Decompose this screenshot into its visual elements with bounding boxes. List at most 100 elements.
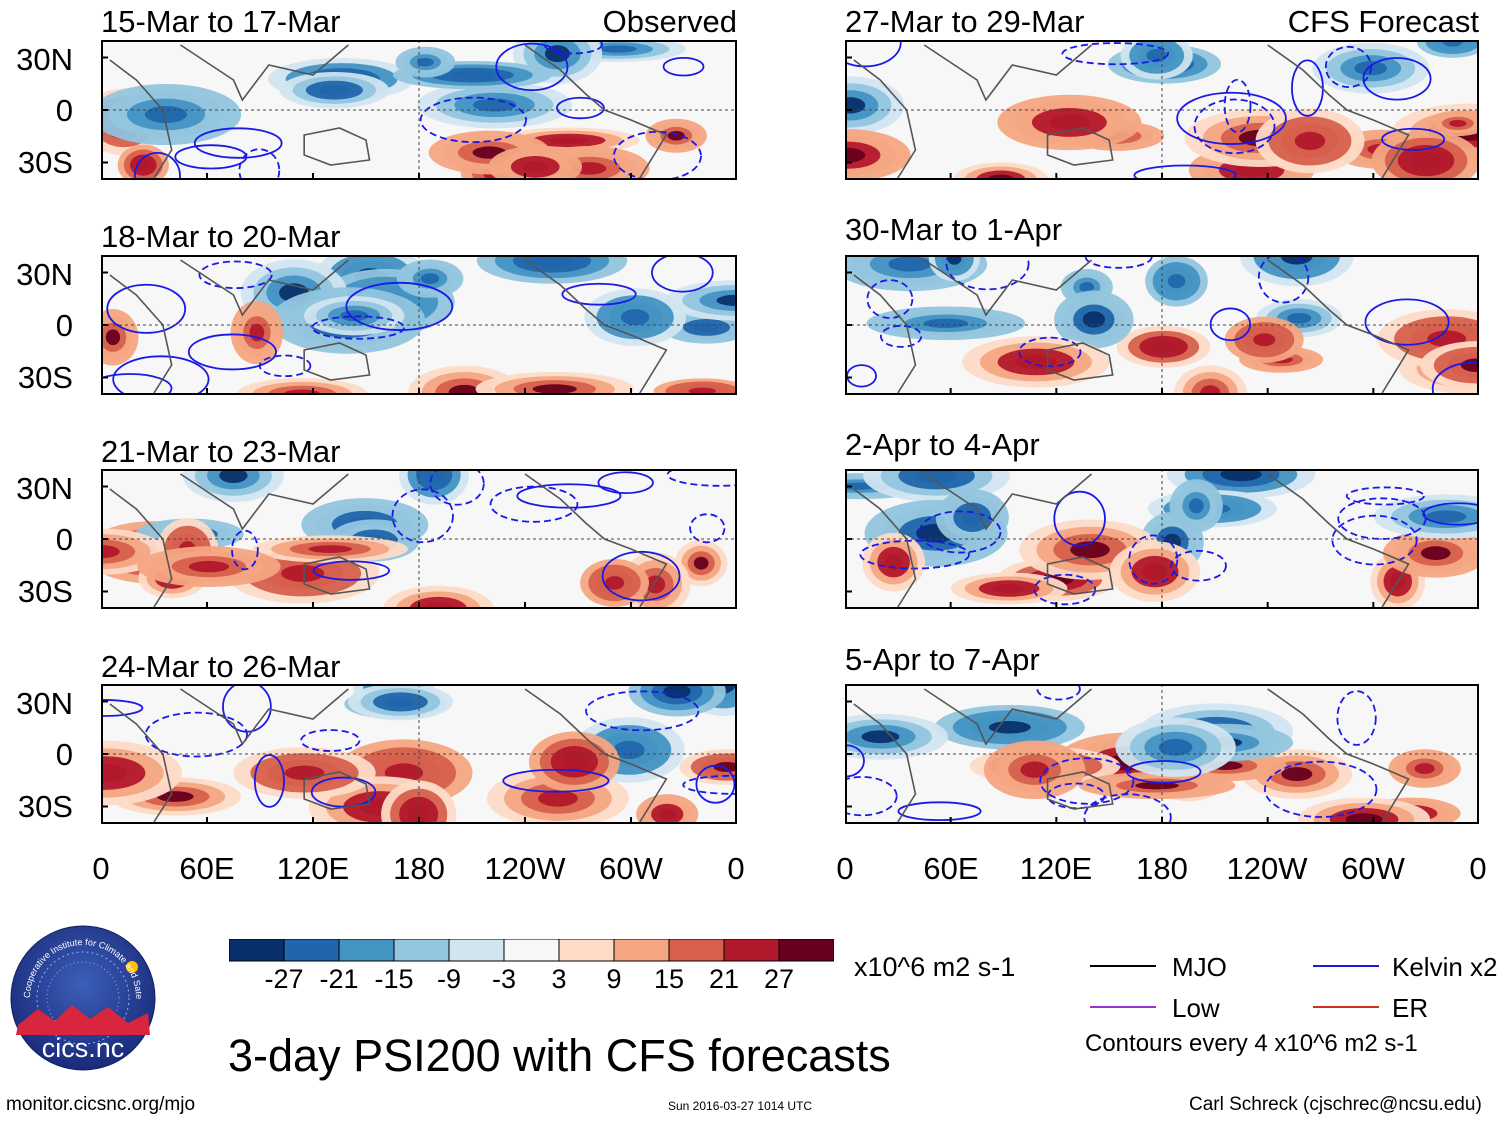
map-panel-1: [101, 40, 737, 180]
kelvin-contour: [1176, 91, 1287, 145]
kelvin-contour: [561, 282, 637, 306]
positive-anomaly: [1426, 110, 1479, 137]
cics-logo: Cooperative Institute for Climate and Sa…: [10, 925, 156, 1071]
lon-label-right-180: 180: [1136, 851, 1188, 886]
kelvin-contour: [253, 754, 285, 808]
kelvin-contour: [1170, 549, 1227, 582]
lon-label-left-180: 180: [393, 851, 445, 886]
negative-anomaly: [182, 469, 284, 503]
lon-label-right-0: 0: [836, 851, 854, 886]
colorbar-swatch: [668, 939, 725, 962]
kelvin-contour: [866, 279, 914, 319]
kelvin-contour: [1331, 514, 1418, 566]
kelvin-contour: [597, 471, 654, 495]
kelvin-contour: [695, 764, 736, 804]
kelvin-contour: [231, 529, 259, 571]
footer-url[interactable]: monitor.cicsnc.org/mjo: [6, 1094, 196, 1115]
positive-anomaly: [953, 162, 1049, 180]
positive-anomaly: [580, 558, 650, 607]
kelvin-contour: [1381, 127, 1446, 151]
kelvin-contour: [1223, 78, 1252, 134]
colorbar-label: -15: [374, 964, 414, 994]
negative-anomaly: [1054, 290, 1134, 349]
positive-anomaly: [528, 731, 620, 793]
kelvin-contour: [1257, 255, 1310, 304]
kelvin-contour: [198, 260, 273, 290]
colorbar-swatch: [613, 939, 670, 962]
positive-anomaly: [1388, 749, 1461, 788]
kelvin-contour: [502, 768, 610, 793]
positive-anomaly: [845, 129, 911, 180]
negative-anomaly: [417, 81, 572, 129]
kelvin-contour: [1364, 298, 1450, 346]
kelvin-contour: [1039, 757, 1135, 805]
lat-label-0-row2: 0: [55, 308, 73, 343]
map-panel-4: [101, 684, 737, 824]
colorbar-swatch: [229, 939, 285, 962]
kelvin-contour: [1128, 534, 1179, 585]
kelvin-contour: [689, 513, 726, 544]
kelvin-contour: [1133, 164, 1237, 180]
panel-title-5: 27-Mar to 29-Mar: [845, 4, 1085, 39]
positive-anomaly: [101, 309, 139, 366]
kelvin-contour: [859, 539, 970, 570]
positive-anomaly: [233, 747, 376, 799]
negative-anomaly: [304, 296, 405, 336]
colorbar-label: 3: [551, 964, 567, 994]
colorbar-label: 27: [763, 964, 795, 994]
coastlines: [109, 688, 668, 823]
lat-label-30s-row2: 30S: [17, 360, 73, 395]
kelvin-contour: [945, 255, 1030, 291]
colorbar-swatch: [338, 939, 395, 962]
colorbar-label: 21: [708, 964, 740, 994]
negative-anomaly: [584, 288, 686, 347]
panel-title-8: 5-Apr to 7-Apr: [845, 642, 1040, 677]
kelvin-contour: [1431, 361, 1479, 395]
observed-tag: Observed: [602, 4, 737, 39]
negative-anomaly: [399, 469, 470, 505]
kelvin-contour: [101, 699, 144, 717]
kelvin-contour: [1084, 255, 1153, 269]
kelvin-contour: [495, 42, 569, 92]
lat-label-0-row1: 0: [55, 93, 73, 128]
kelvin-contour: [1083, 793, 1172, 824]
negative-anomaly: [279, 71, 390, 109]
footer-author[interactable]: Carl Schreck (cjschrec@ncsu.edu): [1189, 1094, 1482, 1115]
kelvin-contour: [187, 333, 277, 371]
positive-anomaly: [950, 572, 1068, 605]
coastlines: [853, 44, 1410, 179]
legend-line-kelvin: [1313, 965, 1379, 967]
kelvin-contour: [1061, 42, 1169, 66]
kelvin-contour: [489, 485, 579, 523]
negative-anomaly: [347, 684, 453, 721]
lat-label-30s-row4: 30S: [17, 789, 73, 824]
negative-anomaly: [1169, 479, 1223, 533]
positive-anomaly: [653, 378, 737, 395]
lon-label-left-120e: 120E: [276, 851, 350, 886]
lon-label-left-0: 0: [92, 851, 110, 886]
negative-anomaly: [845, 713, 949, 760]
positive-anomaly: [1109, 541, 1201, 602]
negative-anomaly: [476, 255, 628, 284]
negative-anomaly: [395, 46, 456, 78]
lon-label-right-60e: 60E: [923, 851, 979, 886]
panel-title-7: 2-Apr to 4-Apr: [845, 427, 1040, 462]
positive-anomaly: [1382, 528, 1479, 578]
kelvin-contour: [311, 315, 405, 340]
positive-anomaly: [236, 378, 368, 395]
colorbar-label: -21: [319, 964, 359, 994]
colorbar-label: -27: [264, 964, 304, 994]
map-panel-7: [845, 469, 1479, 609]
logo-name: cics.nc: [42, 1033, 125, 1063]
kelvin-contour: [1033, 573, 1097, 606]
colorbar-swatch: [778, 939, 834, 962]
positive-anomaly: [1420, 341, 1479, 390]
positive-anomaly: [252, 535, 409, 563]
kelvin-contour: [1324, 45, 1372, 88]
positive-anomaly: [230, 300, 284, 365]
colorbar-swatch: [448, 939, 505, 962]
negative-anomaly: [866, 306, 1026, 341]
colorbar-label: 15: [653, 964, 685, 994]
legend-line-er: [1313, 1006, 1379, 1008]
lat-label-0-row3: 0: [55, 522, 73, 557]
